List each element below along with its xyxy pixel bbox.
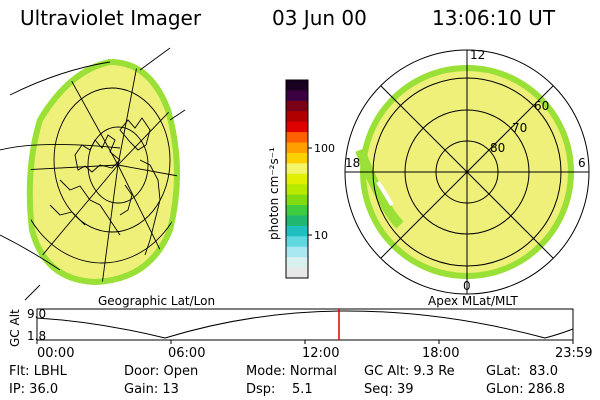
colorbar-swatch	[286, 215, 308, 227]
magnetic-dial: 12 18 6 0 60 70 80	[344, 48, 590, 295]
colorbar-swatch	[286, 246, 308, 258]
date-label: 03 Jun 00	[272, 6, 367, 30]
colorbar-swatch	[286, 80, 308, 91]
xtick-0: 00:00	[37, 346, 75, 361]
dial-mlt-0: 0	[463, 279, 471, 293]
colorbar-swatch	[286, 205, 308, 216]
colorbar-swatch	[286, 173, 308, 185]
status-dsp: Dsp: 5.1	[246, 382, 313, 397]
colorbar-frame	[285, 79, 309, 279]
instrument-title: Ultraviolet Imager	[20, 6, 202, 30]
xtick-3: 18:00	[422, 346, 460, 361]
colorbar-swatch	[286, 184, 308, 196]
colorbar-swatch	[286, 90, 308, 102]
colorbar-swatch	[286, 257, 308, 269]
dial-mlt-12: 12	[470, 48, 485, 62]
status-glon: GLon: 286.8	[486, 382, 566, 397]
dial-mlt-18: 18	[345, 156, 360, 170]
colorbar-swatch	[286, 121, 308, 133]
altitude-plot-frame	[36, 308, 574, 341]
dial-mlt-6: 6	[578, 156, 586, 170]
colorbar-swatch	[286, 194, 308, 206]
colorbar-swatch	[286, 100, 308, 112]
colorbar-swatch	[286, 236, 308, 248]
status-gain: Gain: 13	[124, 382, 179, 397]
colorbar-unit-label: photon cm⁻²s⁻¹	[267, 147, 281, 240]
status-door: Door: Open	[124, 364, 199, 379]
altitude-curve	[36, 310, 574, 339]
colorbar-swatch	[286, 142, 308, 154]
colorbar-swatch	[286, 152, 308, 164]
time-label: 13:06:10 UT	[432, 6, 556, 30]
xtick-2: 12:00	[302, 346, 340, 361]
status-seq: Seq: 39	[364, 382, 414, 397]
colorbar: 100 10 photon cm⁻²s⁻¹	[267, 79, 335, 279]
altitude-ylabel: GC Alt	[8, 309, 22, 347]
altitude-ytick-bottom: 1.8	[27, 329, 46, 343]
geographic-image	[0, 47, 186, 301]
dial-lat-70: 70	[512, 121, 527, 135]
xtick-4: 23:59	[555, 346, 593, 361]
colorbar-swatch	[286, 163, 308, 175]
geographic-label: Geographic Lat/Lon	[98, 294, 216, 308]
xtick-1: 06:00	[168, 346, 206, 361]
dial-lat-60: 60	[534, 99, 549, 113]
altitude-ytick-top: 9.0	[27, 307, 46, 321]
colorbar-swatch	[286, 267, 308, 279]
magnetic-label: Apex MLat/MLT	[428, 294, 518, 308]
status-gcalt: GC Alt: 9.3 Re	[364, 364, 455, 379]
colorbar-label-10: 10	[314, 229, 328, 242]
status-glat: GLat: 83.0	[486, 364, 558, 379]
status-mode: Mode: Normal	[246, 364, 337, 379]
altitude-plot: GC Alt 9.0 1.8	[8, 307, 574, 347]
dial-lat-80: 80	[490, 141, 505, 155]
colorbar-label-100: 100	[314, 142, 335, 155]
colorbar-swatch	[286, 225, 308, 237]
status-flt: Flt: LBHL	[9, 364, 67, 379]
colorbar-swatch	[286, 132, 308, 144]
status-ip: IP: 36.0	[9, 382, 59, 397]
colorbar-swatch	[286, 111, 308, 123]
